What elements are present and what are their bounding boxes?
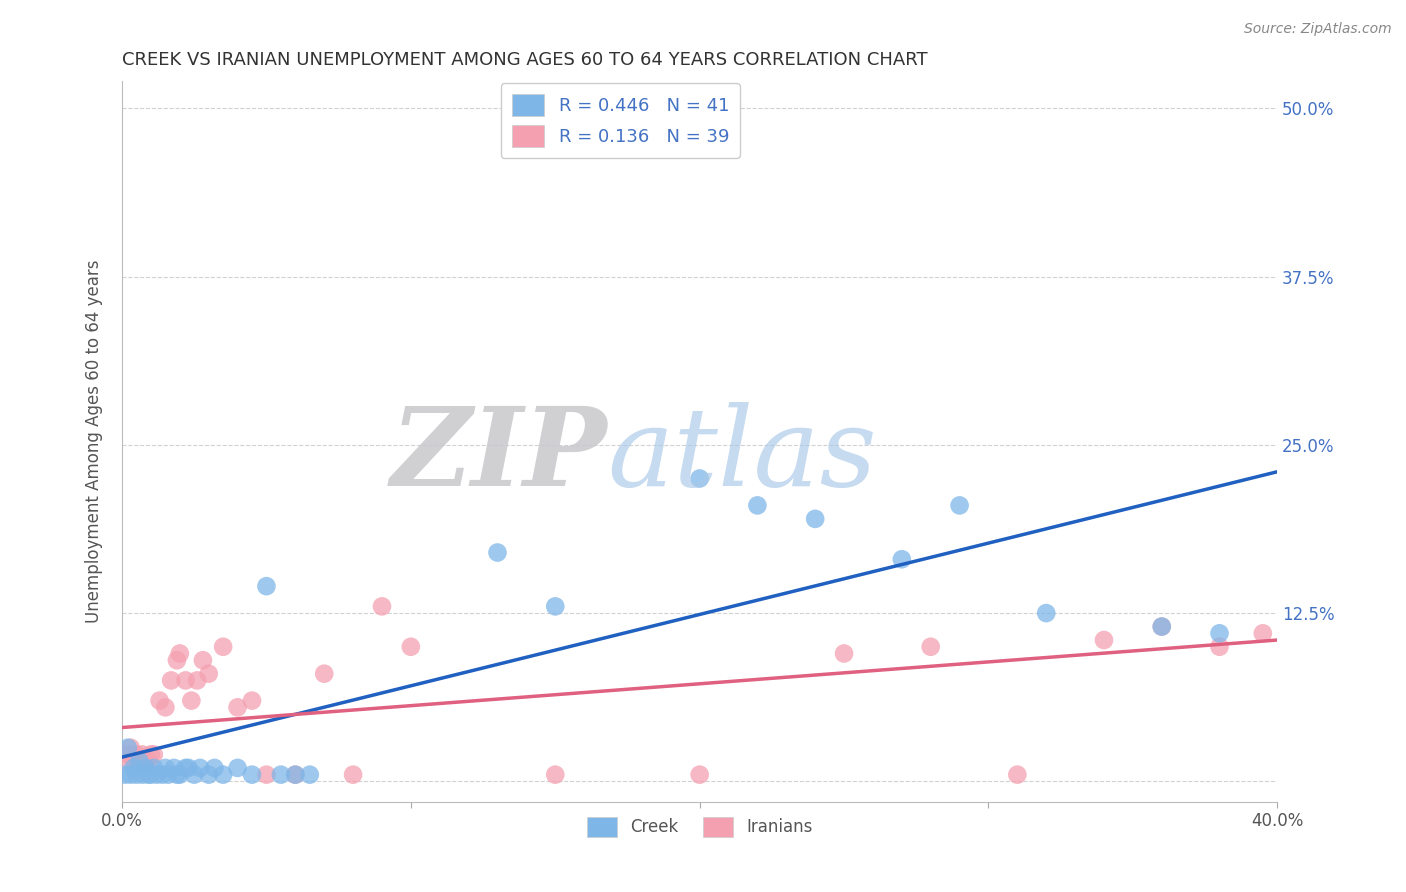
Point bbox=[486, 545, 509, 559]
Point bbox=[186, 673, 208, 688]
Point bbox=[134, 761, 156, 775]
Point bbox=[212, 767, 235, 781]
Y-axis label: Unemployment Among Ages 60 to 64 years: Unemployment Among Ages 60 to 64 years bbox=[86, 260, 103, 624]
Point bbox=[298, 767, 321, 781]
Point bbox=[197, 666, 219, 681]
Point bbox=[183, 767, 205, 781]
Point bbox=[204, 761, 226, 775]
Point bbox=[689, 471, 711, 485]
Point bbox=[166, 653, 188, 667]
Point bbox=[114, 754, 136, 768]
Point bbox=[314, 666, 336, 681]
Point bbox=[197, 767, 219, 781]
Point bbox=[152, 767, 174, 781]
Point bbox=[125, 747, 148, 762]
Point bbox=[122, 754, 145, 768]
Point bbox=[136, 754, 159, 768]
Point bbox=[212, 640, 235, 654]
Point bbox=[226, 700, 249, 714]
Point bbox=[142, 747, 165, 762]
Point bbox=[270, 767, 292, 781]
Text: atlas: atlas bbox=[607, 402, 877, 509]
Point bbox=[117, 747, 139, 762]
Point bbox=[120, 767, 142, 781]
Point bbox=[747, 499, 769, 513]
Point bbox=[169, 767, 191, 781]
Point bbox=[1208, 640, 1230, 654]
Point bbox=[832, 647, 855, 661]
Point bbox=[256, 579, 278, 593]
Point bbox=[174, 673, 197, 688]
Point bbox=[128, 754, 150, 768]
Point bbox=[544, 599, 567, 614]
Point bbox=[544, 767, 567, 781]
Point bbox=[240, 767, 263, 781]
Point bbox=[284, 767, 307, 781]
Point bbox=[1035, 606, 1057, 620]
Point bbox=[128, 754, 150, 768]
Point bbox=[131, 747, 153, 762]
Point bbox=[689, 767, 711, 781]
Point bbox=[139, 767, 162, 781]
Point bbox=[890, 552, 912, 566]
Point bbox=[1007, 767, 1029, 781]
Point bbox=[155, 761, 177, 775]
Point bbox=[125, 767, 148, 781]
Point bbox=[114, 767, 136, 781]
Point bbox=[1092, 633, 1115, 648]
Point bbox=[169, 647, 191, 661]
Point bbox=[139, 747, 162, 762]
Point bbox=[399, 640, 422, 654]
Point bbox=[134, 761, 156, 775]
Point bbox=[342, 767, 364, 781]
Legend: Creek, Iranians: Creek, Iranians bbox=[579, 810, 820, 844]
Point bbox=[177, 761, 200, 775]
Text: Source: ZipAtlas.com: Source: ZipAtlas.com bbox=[1244, 22, 1392, 37]
Point bbox=[149, 693, 172, 707]
Point bbox=[804, 512, 827, 526]
Point bbox=[256, 767, 278, 781]
Point bbox=[240, 693, 263, 707]
Point bbox=[145, 767, 167, 781]
Point bbox=[160, 673, 183, 688]
Point bbox=[163, 761, 186, 775]
Point bbox=[166, 767, 188, 781]
Point bbox=[155, 700, 177, 714]
Point bbox=[1251, 626, 1274, 640]
Text: ZIP: ZIP bbox=[391, 402, 607, 509]
Text: CREEK VS IRANIAN UNEMPLOYMENT AMONG AGES 60 TO 64 YEARS CORRELATION CHART: CREEK VS IRANIAN UNEMPLOYMENT AMONG AGES… bbox=[122, 51, 928, 69]
Point bbox=[120, 740, 142, 755]
Point bbox=[131, 767, 153, 781]
Point bbox=[1150, 619, 1173, 633]
Point bbox=[142, 761, 165, 775]
Point bbox=[188, 761, 211, 775]
Point bbox=[174, 761, 197, 775]
Point bbox=[284, 767, 307, 781]
Point bbox=[122, 761, 145, 775]
Point bbox=[1150, 619, 1173, 633]
Point bbox=[920, 640, 942, 654]
Point bbox=[180, 693, 202, 707]
Point bbox=[157, 767, 180, 781]
Point bbox=[136, 767, 159, 781]
Point bbox=[371, 599, 394, 614]
Point bbox=[1208, 626, 1230, 640]
Point bbox=[226, 761, 249, 775]
Point bbox=[191, 653, 214, 667]
Point bbox=[948, 499, 970, 513]
Point bbox=[117, 740, 139, 755]
